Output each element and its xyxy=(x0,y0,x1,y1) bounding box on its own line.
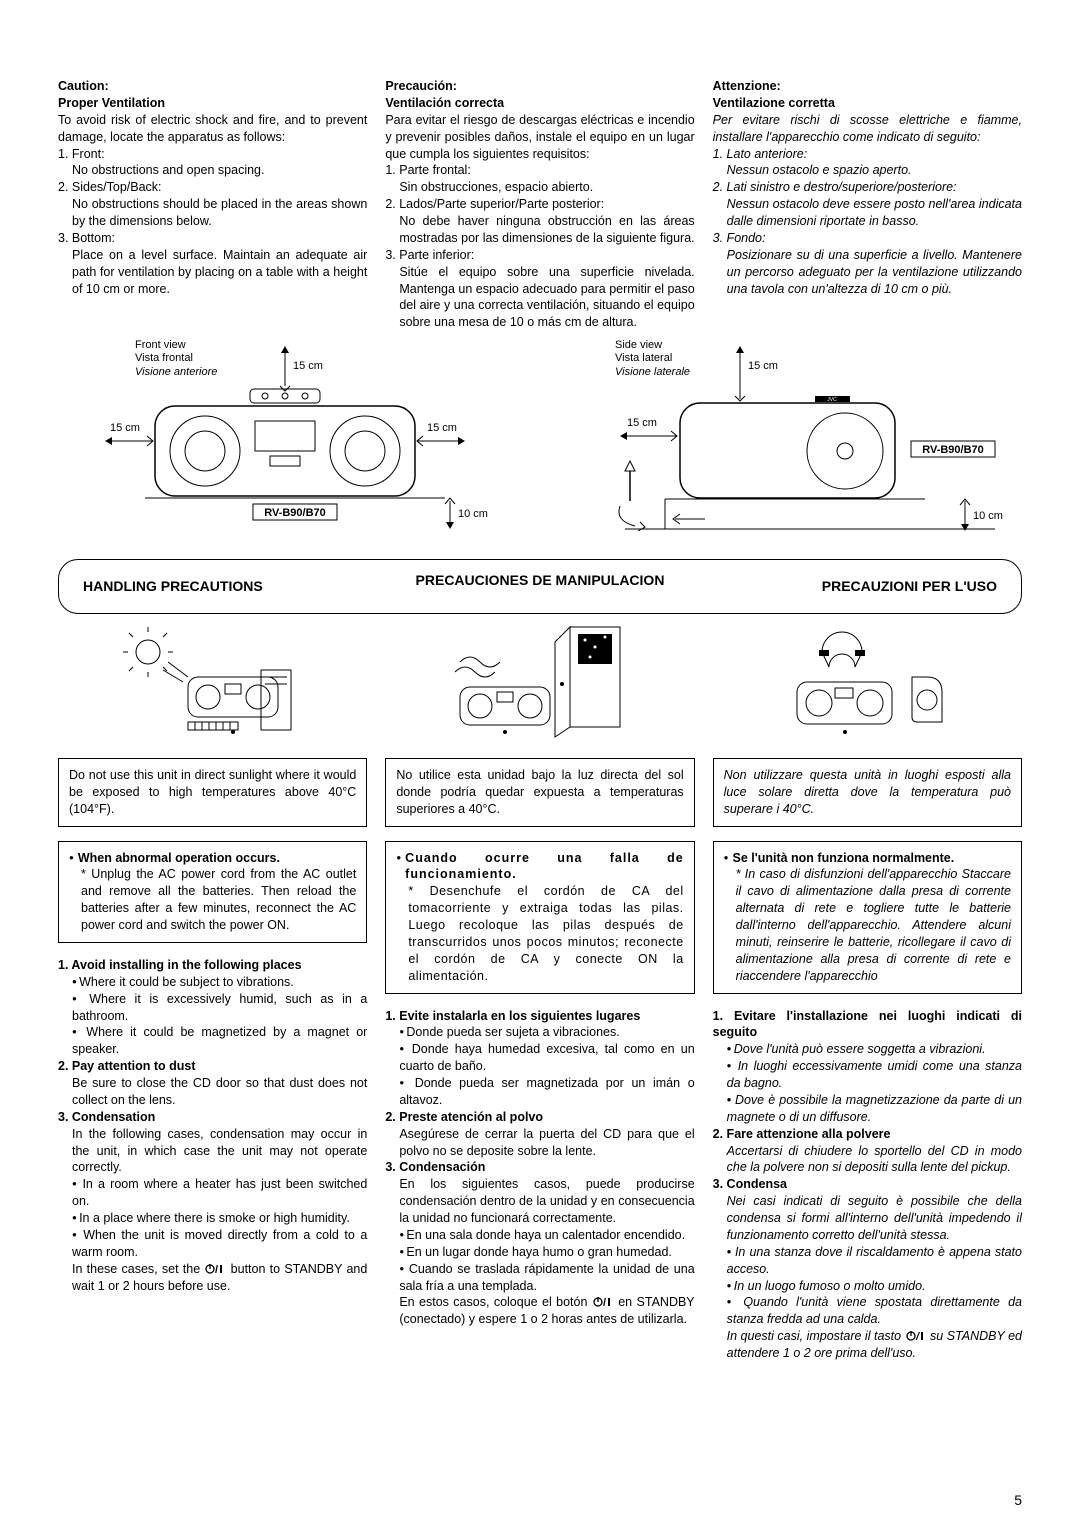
title: Caution: xyxy=(58,79,109,93)
front-view-diagram: Front view Vista frontal Visione anterio… xyxy=(55,341,515,531)
svg-text:10 cm: 10 cm xyxy=(458,508,488,520)
sun-warning-box-es: No utilice esta unidad bajo la luz direc… xyxy=(385,758,694,827)
clearance-diagrams: Front view Vista frontal Visione anterio… xyxy=(58,341,1022,531)
lower-es: No utilice esta unidad bajo la luz direc… xyxy=(385,615,694,1362)
col-spanish: Precaución: Ventilación correcta Para ev… xyxy=(385,78,694,331)
abnormal-op-box-es: ●Cuando ocurre una falla de funcionamien… xyxy=(385,841,694,994)
lower-en: Do not use this unit in direct sunlight … xyxy=(58,615,367,1362)
door-illustration xyxy=(385,615,694,750)
header-es: PRECAUCIONES DE MANIPULACION xyxy=(386,572,693,595)
svg-text:10 cm: 10 cm xyxy=(973,510,1003,522)
intro: To avoid risk of electric shock and fire… xyxy=(58,112,367,146)
standby-icon: / xyxy=(905,1330,927,1342)
svg-text:15 cm: 15 cm xyxy=(110,422,140,434)
ventilation-section: Caution: Proper Ventilation To avoid ris… xyxy=(58,78,1022,331)
col-english: Caution: Proper Ventilation To avoid ris… xyxy=(58,78,367,331)
svg-text:/: / xyxy=(215,1264,218,1275)
abnormal-op-box: ●When abnormal operation occurs. * Unplu… xyxy=(58,841,367,943)
svg-text:RV-B90/B70: RV-B90/B70 xyxy=(264,507,326,519)
svg-text:15 cm: 15 cm xyxy=(748,360,778,372)
svg-text:15 cm: 15 cm xyxy=(427,422,457,434)
front-view-svg: 15 cm 15 cm 15 cm 10 cm RV-B90/B70 xyxy=(55,341,515,531)
magnet-illustration xyxy=(713,615,1022,750)
handling-precautions-section: Do not use this unit in direct sunlight … xyxy=(58,615,1022,1362)
header-en: HANDLING PRECAUTIONS xyxy=(79,572,386,595)
abnormal-op-box-it: ●Se l'unità non funziona normalmente. * … xyxy=(713,841,1022,994)
lower-it: Non utilizzare questa unità in luoghi es… xyxy=(713,615,1022,1362)
page-number: 5 xyxy=(1014,1492,1022,1508)
svg-text:/: / xyxy=(915,1331,921,1342)
dim: 15 cm xyxy=(293,360,323,372)
standby-icon: / xyxy=(592,1296,614,1308)
sun-illustration xyxy=(58,615,367,750)
col-italian: Attenzione: Ventilazione corretta Per ev… xyxy=(713,78,1022,331)
svg-text:/: / xyxy=(603,1297,606,1308)
svg-text:JVC: JVC xyxy=(827,397,837,403)
svg-text:15 cm: 15 cm xyxy=(627,417,657,429)
header-it: PRECAUZIONI PER L'USO xyxy=(694,572,1001,595)
section-header-box: HANDLING PRECAUTIONS PRECAUCIONES DE MAN… xyxy=(58,559,1022,614)
standby-icon: / xyxy=(204,1263,226,1275)
subtitle: Proper Ventilation xyxy=(58,96,165,110)
svg-text:RV-B90/B70: RV-B90/B70 xyxy=(922,444,984,456)
sun-warning-box: Do not use this unit in direct sunlight … xyxy=(58,758,367,827)
sun-warning-box-it: Non utilizzare questa unità in luoghi es… xyxy=(713,758,1022,827)
side-view-diagram: Side view Vista lateral Visione laterale… xyxy=(565,341,1025,531)
